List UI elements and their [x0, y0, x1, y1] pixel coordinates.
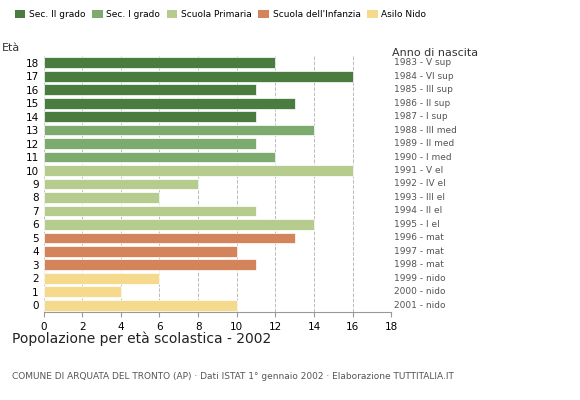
Text: 1984 - VI sup: 1984 - VI sup	[394, 72, 454, 81]
Bar	[44, 98, 295, 108]
Text: 1985 - III sup: 1985 - III sup	[394, 85, 454, 94]
Bar	[44, 152, 276, 162]
Bar	[44, 286, 121, 297]
Bar	[44, 260, 256, 270]
Bar	[44, 206, 256, 216]
Text: 2001 - nido: 2001 - nido	[394, 301, 446, 310]
Text: 1991 - V el: 1991 - V el	[394, 166, 444, 175]
Text: 1998 - mat: 1998 - mat	[394, 260, 444, 269]
Bar	[44, 300, 237, 311]
Text: 1997 - mat: 1997 - mat	[394, 247, 444, 256]
Text: COMUNE DI ARQUATA DEL TRONTO (AP) · Dati ISTAT 1° gennaio 2002 · Elaborazione TU: COMUNE DI ARQUATA DEL TRONTO (AP) · Dati…	[12, 372, 454, 381]
Bar	[44, 165, 353, 176]
Bar	[44, 125, 314, 136]
Text: Anno di nascita: Anno di nascita	[392, 48, 478, 58]
Bar	[44, 232, 295, 243]
Bar	[44, 138, 256, 149]
Text: 1993 - III el: 1993 - III el	[394, 193, 445, 202]
Text: 1992 - IV el: 1992 - IV el	[394, 180, 446, 188]
Text: 1986 - II sup: 1986 - II sup	[394, 99, 451, 108]
Text: 1995 - I el: 1995 - I el	[394, 220, 440, 229]
Text: 1994 - II el: 1994 - II el	[394, 206, 443, 216]
Bar	[44, 273, 160, 284]
Bar	[44, 111, 256, 122]
Text: 1983 - V sup: 1983 - V sup	[394, 58, 451, 67]
Text: 1988 - III med: 1988 - III med	[394, 126, 457, 135]
Text: 1999 - nido: 1999 - nido	[394, 274, 446, 283]
Text: 2000 - nido: 2000 - nido	[394, 287, 446, 296]
Text: Età: Età	[2, 44, 20, 54]
Bar	[44, 84, 256, 95]
Text: 1996 - mat: 1996 - mat	[394, 233, 444, 242]
Text: Popolazione per età scolastica - 2002: Popolazione per età scolastica - 2002	[12, 332, 271, 346]
Bar	[44, 57, 276, 68]
Bar	[44, 71, 353, 82]
Text: 1990 - I med: 1990 - I med	[394, 152, 452, 162]
Bar	[44, 219, 314, 230]
Bar	[44, 246, 237, 257]
Bar	[44, 179, 198, 189]
Text: 1987 - I sup: 1987 - I sup	[394, 112, 448, 121]
Legend: Sec. II grado, Sec. I grado, Scuola Primaria, Scuola dell'Infanzia, Asilo Nido: Sec. II grado, Sec. I grado, Scuola Prim…	[11, 6, 430, 23]
Text: 1989 - II med: 1989 - II med	[394, 139, 455, 148]
Bar	[44, 192, 160, 203]
